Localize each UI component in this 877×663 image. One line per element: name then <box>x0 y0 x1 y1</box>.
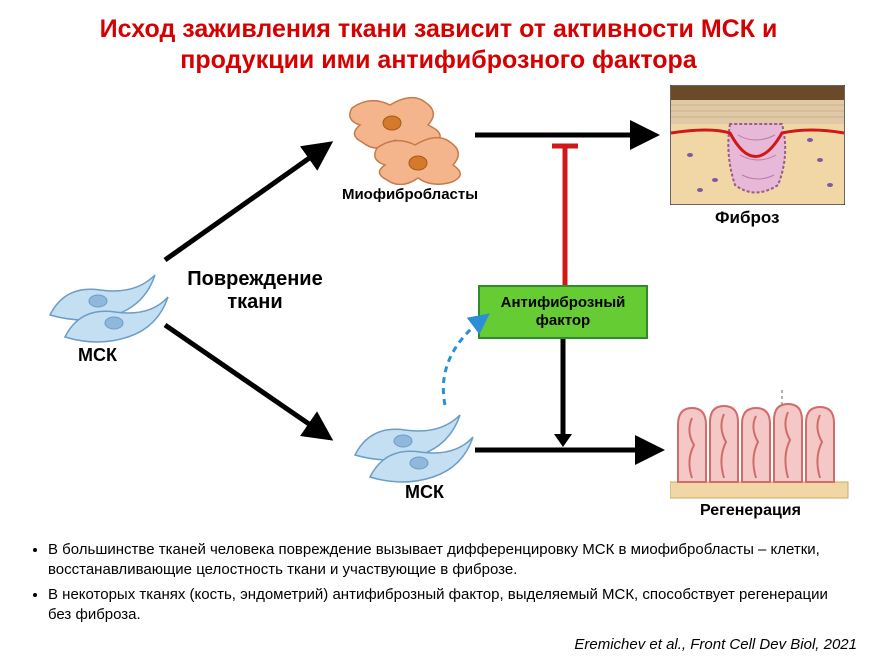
fibrosis-label: Фиброз <box>715 208 779 228</box>
msc-center-label: МСК <box>405 482 444 503</box>
bullet-list: В большинстве тканей человека повреждени… <box>28 540 848 630</box>
inhibition-t-bar <box>550 138 580 288</box>
myofibroblast-cells-icon <box>340 90 470 185</box>
arrow-factor-down <box>548 339 578 449</box>
bullet-item: В некоторых тканях (кость, эндометрий) а… <box>48 585 848 624</box>
arrow-msc-to-myofibroblasts <box>155 135 340 265</box>
slide-title: Исход заживления ткани зависит от активн… <box>0 14 877 77</box>
msc-cells-left-icon <box>40 245 170 345</box>
damage-label: Повреждение ткани <box>175 268 335 314</box>
diagram-stage: МСК Повреждение ткани Миофибробласты МСК… <box>0 90 877 520</box>
regeneration-tissue-icon <box>670 390 850 500</box>
arrow-msc-to-msc-center <box>155 315 340 445</box>
citation-text: Eremichev et al., Front Cell Dev Biol, 2… <box>574 636 857 653</box>
dashed-arrow-msc-to-factor <box>430 305 520 415</box>
fibrosis-tissue-icon <box>670 85 845 205</box>
arrow-msc-to-regeneration <box>475 435 670 465</box>
msc-left-label: МСК <box>78 345 117 366</box>
arrow-myofibroblast-to-fibrosis <box>475 120 665 150</box>
bullet-item: В большинстве тканей человека повреждени… <box>48 540 848 579</box>
regeneration-label: Регенерация <box>700 502 801 520</box>
myofibroblasts-label: Миофибробласты <box>335 186 485 203</box>
